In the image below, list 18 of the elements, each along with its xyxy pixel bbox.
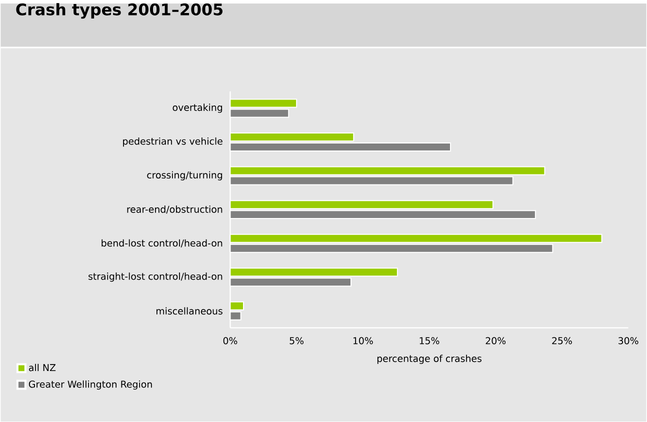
x-tick-label: 0% — [223, 337, 238, 344]
legend-label: all NZ — [28, 364, 56, 372]
y-tick-label: miscellaneous — [156, 307, 222, 315]
x-tick-label: 5% — [290, 337, 304, 344]
legend-label: Greater Wellington Region — [28, 380, 152, 390]
y-tick-label: crossing/turning — [147, 171, 222, 181]
x-tick-label: 15% — [420, 337, 440, 344]
x-tick-label: 10% — [353, 337, 373, 344]
y-tick-label: rear-end/obstruction — [127, 206, 222, 214]
y-tick-label: bend-lost control/head-on — [102, 240, 222, 248]
y-tick-label: overtaking — [172, 104, 222, 114]
x-tick-label: 30% — [618, 337, 638, 344]
y-tick-label: straight-lost control/head-on — [88, 272, 222, 282]
x-axis-title: percentage of crashes — [377, 354, 482, 364]
chart-title: Crash types 2001–2005 — [16, 3, 222, 19]
y-tick-label: pedestrian vs vehicle — [123, 138, 222, 147]
x-tick-label: 20% — [486, 337, 506, 344]
x-tick-label: 25% — [552, 337, 572, 344]
